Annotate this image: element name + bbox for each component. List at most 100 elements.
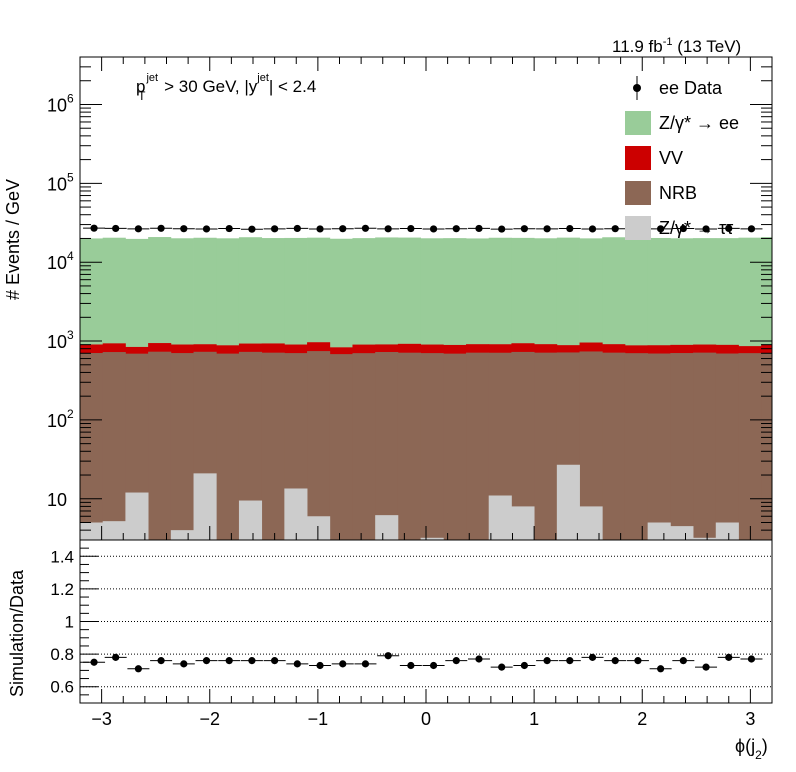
bar-nrb [397,352,421,540]
ratio-y-tick-label: 1.4 [50,547,74,566]
x-label-sub: 2 [755,748,762,762]
data-point [293,224,301,233]
ratio-y-label: Simulation/Data [7,569,27,697]
legend-swatch [625,181,651,205]
data-point [588,225,597,233]
y-tick-label: 106 [47,91,74,115]
ratio-y-axis: 0.6 0.8 1 1.2 1.4 [50,539,98,704]
x-tick-label: −2 [199,709,220,729]
data-point [475,224,483,233]
bar-nrb [693,352,717,540]
data-point [225,224,233,233]
ratio-point [180,660,188,668]
bar-nrb [761,353,773,540]
lumi-label: 11.9 fb-1 (13 TeV) [612,36,741,56]
bar-nrb [148,351,172,540]
bar-nrb [738,353,762,540]
data-point [702,225,710,233]
lumi-value: 11.9 fb [612,37,663,56]
x-tick-label: −3 [91,709,112,729]
ratio-point [361,660,370,668]
data-point [134,225,142,233]
bar-nrb [352,353,376,540]
ratio-x-axis: −3 −2 −1 0 1 2 3 [79,689,773,729]
data-point [566,224,574,233]
data-points [83,224,763,233]
stacked-histogram [80,237,773,541]
data-point [339,225,347,233]
ratio-point [520,661,528,670]
legend-swatch [625,111,651,135]
data-point [747,225,756,233]
bar-z [238,500,263,540]
ratio-point [202,657,211,665]
bar-nrb [261,352,285,540]
ratio-point [407,661,415,670]
legend-swatch [625,216,651,240]
bar-nrb [216,353,240,540]
x-tick-label: 0 [421,709,431,729]
ratio-point [271,657,279,665]
ratio-point [90,658,98,666]
lumi-exponent: -1 [663,36,673,48]
cut-T-sub: T [138,89,146,103]
data-point [180,225,188,233]
x-tick-label: 3 [745,709,755,729]
legend-marker [633,84,641,92]
ratio-point [339,660,347,668]
y-tick-exponent: 6 [67,91,74,105]
bar-nrb [488,352,512,540]
bar-nrb [420,353,444,540]
data-point [725,224,733,233]
ratio-point [566,657,574,665]
cut-annotation: pjet T > 30 GeV, |yjet| < 2.4 [136,72,316,103]
legend-label: VV [659,148,683,168]
bar-nrb [329,354,353,540]
bar-z [511,506,535,540]
main-y-axis: 10 102 103 104 105 106 [47,56,772,541]
x-tick-label: −1 [308,709,329,729]
bar-nrb [466,352,490,540]
ratio-panel: 0.6 0.8 1 1.2 1.4 −3 −2 −1 0 1 2 3 Simulation/Data… [7,539,773,762]
bar-nrb [534,352,558,540]
data-point [520,225,528,233]
legend-label: ee Data [659,78,723,98]
cut-p: p [136,77,145,96]
data-point [384,225,392,233]
ratio-point [112,653,120,661]
bar-z [670,526,694,540]
ratio-point [316,661,324,670]
bar-z [693,537,717,540]
x-axis-label: ϕ(j2) [735,736,768,762]
y-tick-label: 105 [47,170,74,194]
y-tick-exponent: 5 [67,170,74,184]
bar-z [193,473,217,540]
bar-nrb [170,353,194,540]
ratio-points [83,652,763,673]
bar-nrb [307,351,331,540]
ratio-y-tick-label: 0.6 [50,678,74,697]
data-point [316,225,324,233]
energy-label: (13 TeV) [677,37,741,56]
ratio-point [475,655,483,663]
ratio-point [384,652,392,660]
bar-nrb [624,353,649,540]
ratio-point [498,663,506,671]
data-point [611,225,619,233]
cut-jet-sup-1: jet [145,72,158,84]
ratio-grid [80,555,772,688]
ratio-point [702,663,710,671]
ratio-y-tick-label: 0.8 [50,645,74,664]
cut-gt: > 30 GeV, |y [159,77,257,96]
bar-nrb [102,352,126,540]
x-tick-label: 1 [529,709,539,729]
legend-label: NRB [659,183,697,203]
bar-z [556,464,580,540]
bar-nrb [670,353,694,540]
bar-z [125,492,149,540]
ratio-point [679,657,687,665]
legend-label: Z/γ* → ee [659,113,739,133]
data-point [657,225,665,233]
